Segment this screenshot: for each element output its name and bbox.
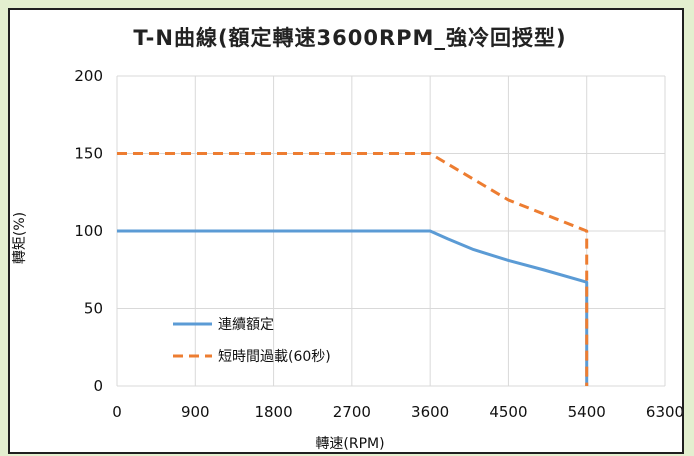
x-axis-label: 轉速(RPM) [315,436,384,452]
tick-labels: 0 50 100 150 200 0 900 1800 2700 3600 4500 5400 6300 [74,67,682,421]
tn-chart: 0 50 100 150 200 0 900 1800 2700 3600 4500 5400 6300… [12,26,682,452]
series-line-continuous [117,229,589,386]
y-tick-label: 0 [93,377,103,395]
x-tick-label: 1800 [254,403,292,421]
series-line-overload [117,152,589,386]
y-axis-label: 轉矩(%) [12,212,28,264]
y-tick-label: 150 [74,145,103,163]
chart-frame: 0 50 100 150 200 0 900 1800 2700 3600 4500 5400 6300… [8,8,684,454]
x-tick-label: 0 [112,403,122,421]
chart-title: T-N曲線(額定轉速3600RPM_強冷回授型) [133,26,566,50]
legend: 連續額定 短時間過載(60秒) [173,317,331,365]
x-tick-label: 2700 [333,403,371,421]
x-tick-label: 4500 [489,403,527,421]
series-layer [117,152,589,386]
x-tick-label: 3600 [411,403,449,421]
x-tick-label: 5400 [568,403,606,421]
y-tick-label: 200 [74,67,103,85]
x-tick-label: 6300 [646,403,682,421]
y-tick-label: 100 [74,222,103,240]
x-tick-label: 900 [181,403,210,421]
legend-label-overload: 短時間過載(60秒) [218,349,331,365]
y-tick-label: 50 [84,300,103,318]
legend-label-continuous: 連續額定 [218,317,274,333]
